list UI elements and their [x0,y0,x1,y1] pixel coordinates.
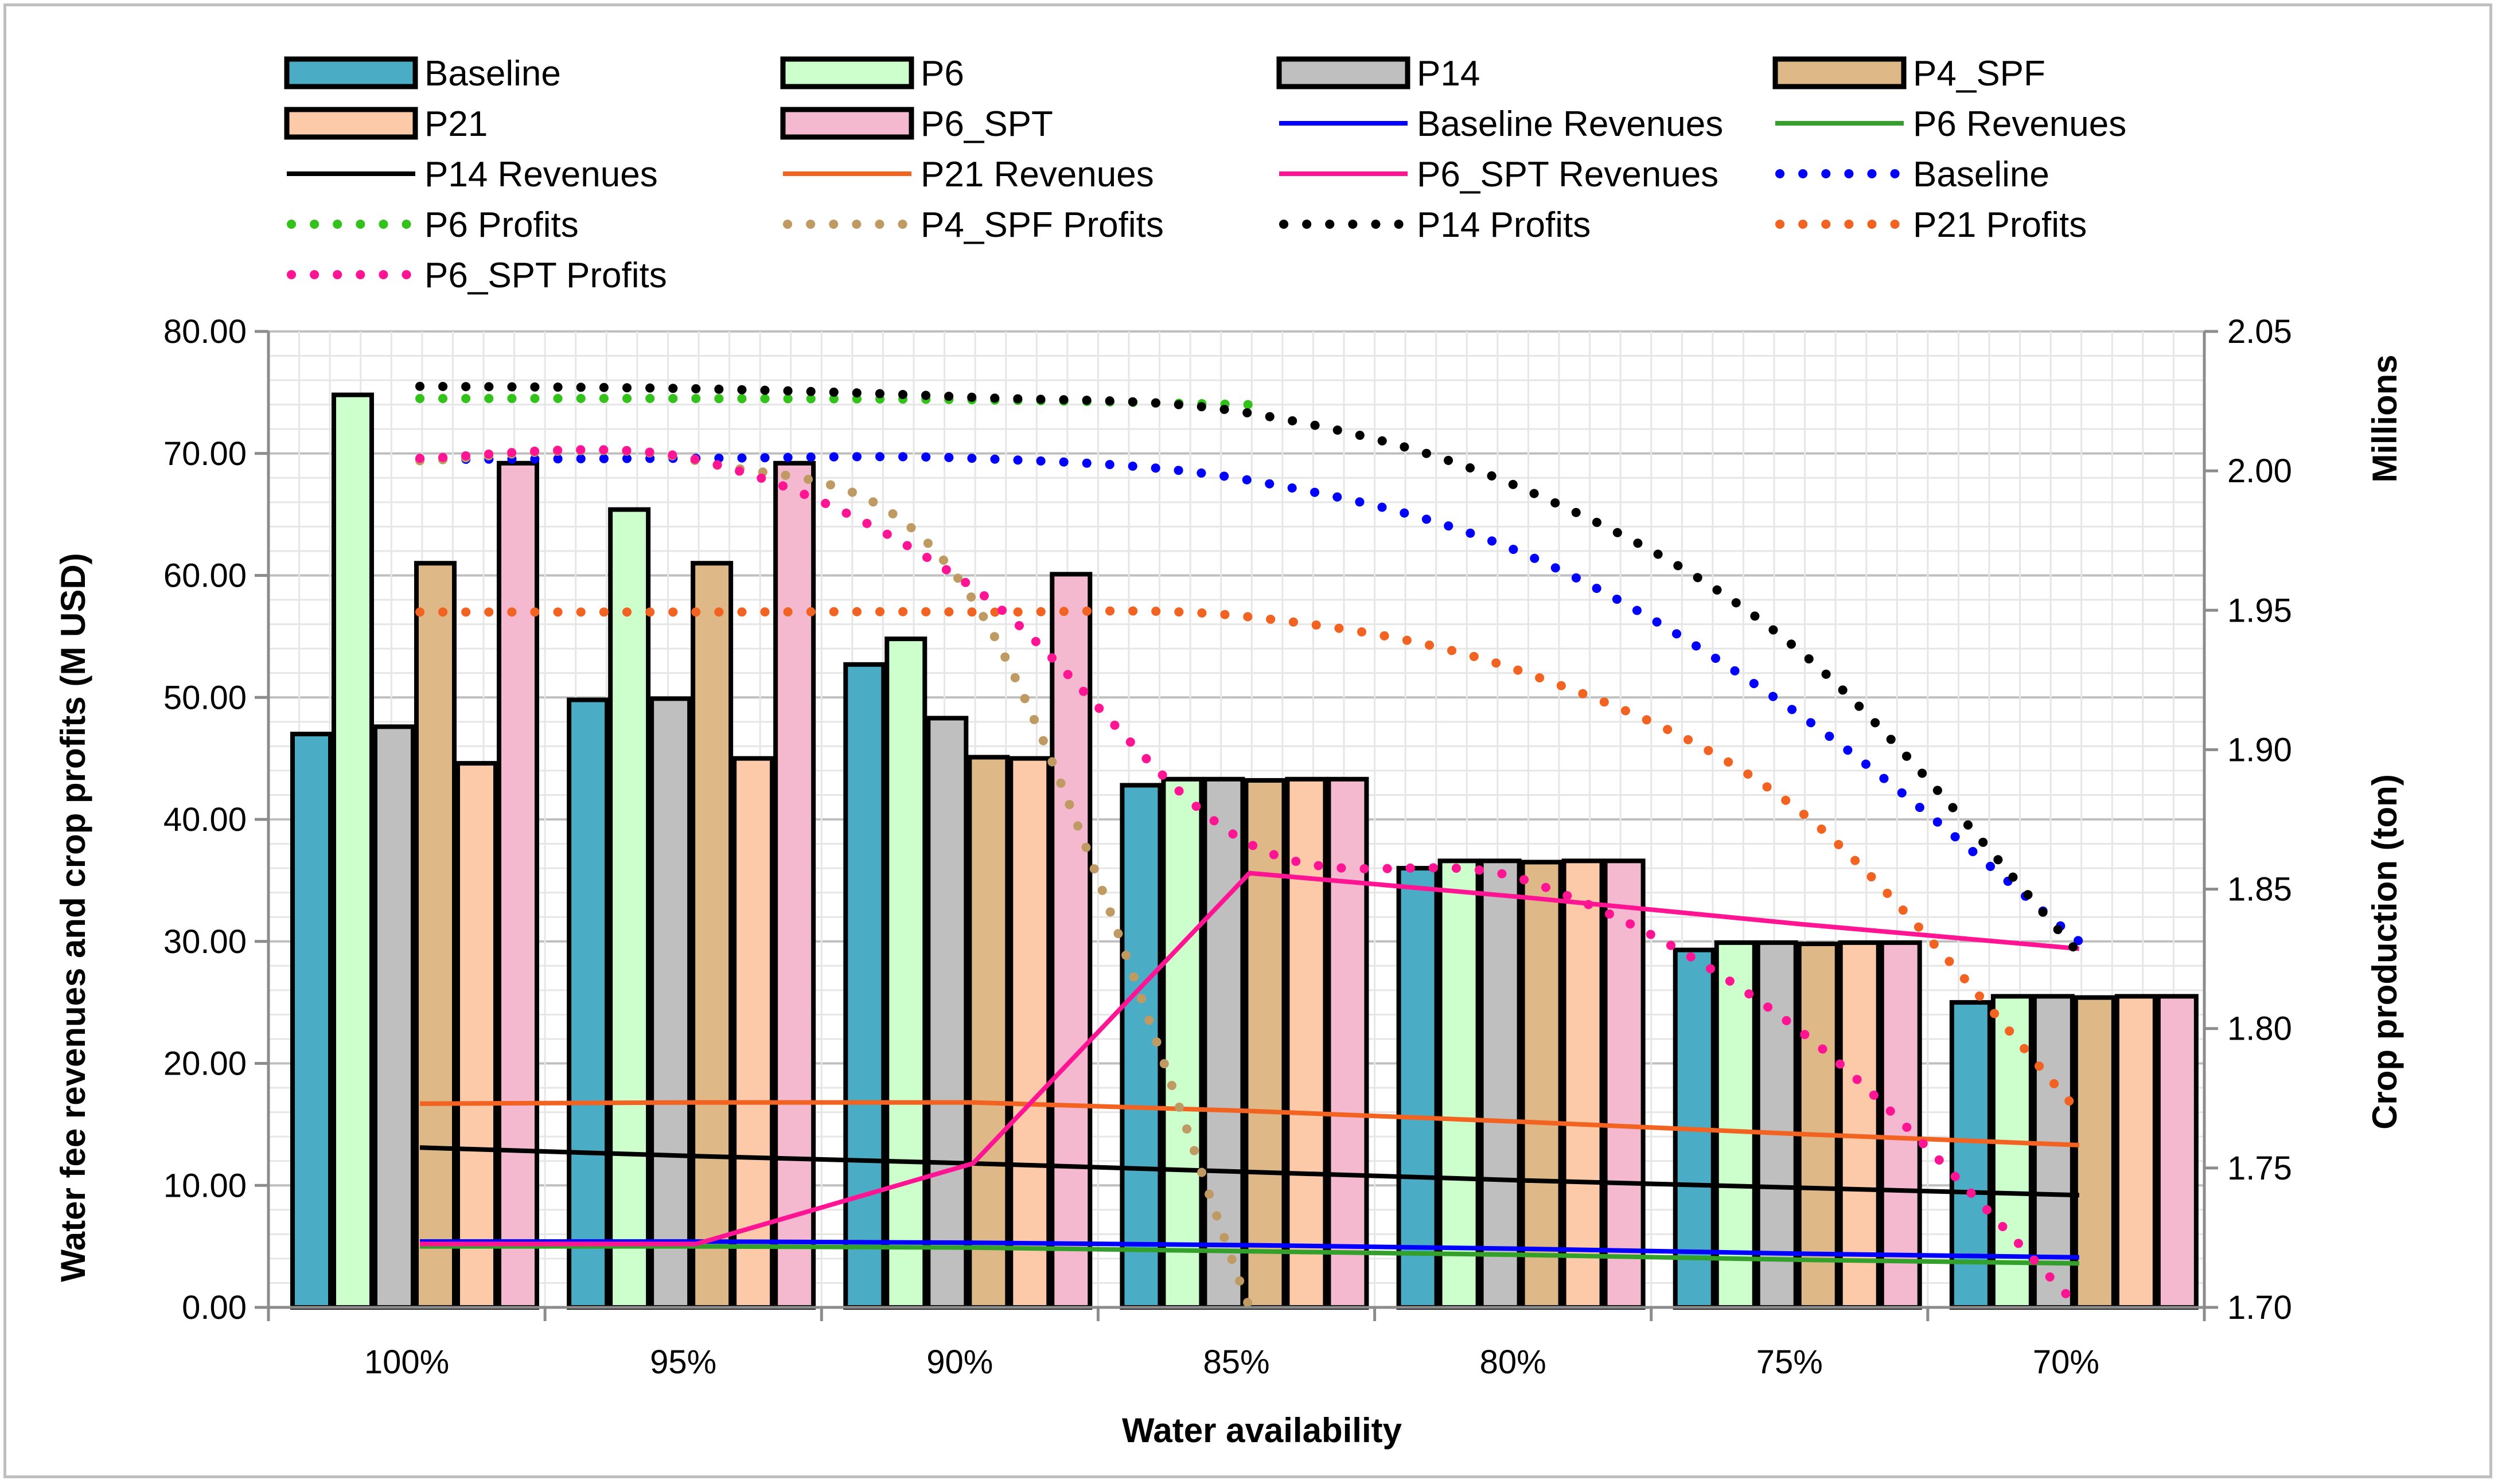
bar [773,460,816,1310]
legend-label: Baseline [1913,155,2049,194]
y2-tick-label: 1.80 [2227,1010,2292,1048]
x-tick-label: 95% [650,1344,716,1381]
y-tick-label: 10.00 [163,1167,247,1204]
legend-label: P21 Revenues [921,155,1154,194]
bar [884,636,928,1310]
y2-axis-unit: Millions [2365,354,2404,482]
legend-label: P4_SPF Profits [921,205,1164,245]
legend-label: P4_SPF [1913,54,2045,93]
legend-label: Baseline [424,54,561,93]
x-tick-label: 85% [1203,1344,1269,1381]
legend-label: P6 Revenues [1913,104,2126,144]
bar [649,696,692,1310]
bar [691,561,734,1310]
legend: Baseline P6 P14 P4_SPF P21 P6_SPT Baseline Rev… [284,54,2126,295]
y2-tick-label: 1.90 [2227,731,2292,768]
bar [926,716,969,1310]
bar [1520,860,1563,1310]
legend-label: P14 Revenues [424,155,658,194]
bar [967,755,1010,1310]
revenue-line [420,1244,2079,1266]
bar [1244,778,1287,1310]
legend-swatch [780,56,914,89]
x-tick-label: 80% [1480,1344,1546,1381]
bar [1714,940,1757,1310]
legend-label: P6_SPT Revenues [1417,155,1718,194]
bar [2073,995,2116,1310]
y-tick-label: 0.00 [182,1289,247,1326]
bar [332,392,374,1310]
legend-label: P14 [1417,54,1480,93]
y-tick-label: 50.00 [163,679,247,716]
legend-label: P21 [424,104,488,144]
revenue-lines [419,870,2080,1266]
legend-swatch [780,107,914,140]
x-tick-label: 90% [926,1344,993,1381]
y-tick-label: 30.00 [163,923,247,960]
legend-swatch [284,107,418,140]
x-tick-label: 70% [2033,1344,2099,1381]
y-axis-title: Water fee revenues and crop profits (M U… [54,553,92,1282]
revenue-line [419,1100,2080,1148]
legend-swatch [1276,56,1410,89]
x-tick-label: 100% [364,1344,449,1381]
y-tick-label: 20.00 [163,1045,247,1083]
bar [1120,783,1163,1310]
bar [373,724,415,1310]
bar [1879,940,1922,1310]
bar [1050,572,1093,1310]
legend-label: P6 Profits [424,205,579,245]
bars [290,392,2199,1310]
bar [455,761,498,1310]
bar [290,732,333,1310]
y2-tick-label: 2.05 [2227,313,2292,350]
bar [1202,776,1245,1310]
bar [1603,858,1646,1310]
bar [1437,858,1480,1310]
x-axis-title: Water availability [1122,1411,1402,1450]
legend-label: P14 Profits [1417,205,1591,245]
y2-axis-title: Crop production (ton) [2365,774,2404,1130]
axes: 0.00 10.00 20.00 30.00 40.00 50.00 60.00 70.00 8… [163,313,2292,1381]
profit-curve [415,445,2084,1312]
y2-tick-label: 1.85 [2227,871,2292,908]
bar [1838,940,1881,1310]
bar [497,460,539,1310]
bar [1396,866,1439,1310]
bar [1479,858,1522,1310]
bar [843,662,886,1310]
legend-swatch [1772,56,1907,89]
legend-label: P6 [921,54,964,93]
revenue-line [420,1239,2079,1260]
bar [2114,994,2157,1310]
x-tick-label: 75% [1756,1344,1823,1381]
y2-tick-label: 1.95 [2227,592,2292,629]
profit-curve [415,381,2084,959]
y2-tick-label: 1.75 [2227,1150,2292,1187]
bar [414,561,457,1310]
bar [608,507,651,1310]
y-tick-label: 80.00 [163,313,247,350]
revenue-line [419,1145,2079,1198]
revenue-line [420,870,2080,1247]
bar [567,697,610,1310]
bar [1008,756,1051,1310]
y-tick-label: 60.00 [163,557,247,595]
bar [1561,858,1604,1310]
legend-label: P21 Profits [1913,205,2087,245]
legend-label: P6_SPT Profits [424,256,667,295]
legend-swatch [284,56,418,89]
bar [2156,994,2199,1310]
profit-dotted-lines [415,381,2084,1312]
legend-label: P6_SPT [921,104,1053,144]
y2-tick-label: 1.70 [2227,1289,2292,1326]
y-tick-label: 40.00 [163,801,247,838]
legend-label: Baseline Revenues [1417,104,1723,144]
y2-tick-label: 2.00 [2227,452,2292,490]
bar [1326,776,1369,1310]
y-tick-label: 70.00 [163,435,247,472]
bar [1161,776,1204,1310]
